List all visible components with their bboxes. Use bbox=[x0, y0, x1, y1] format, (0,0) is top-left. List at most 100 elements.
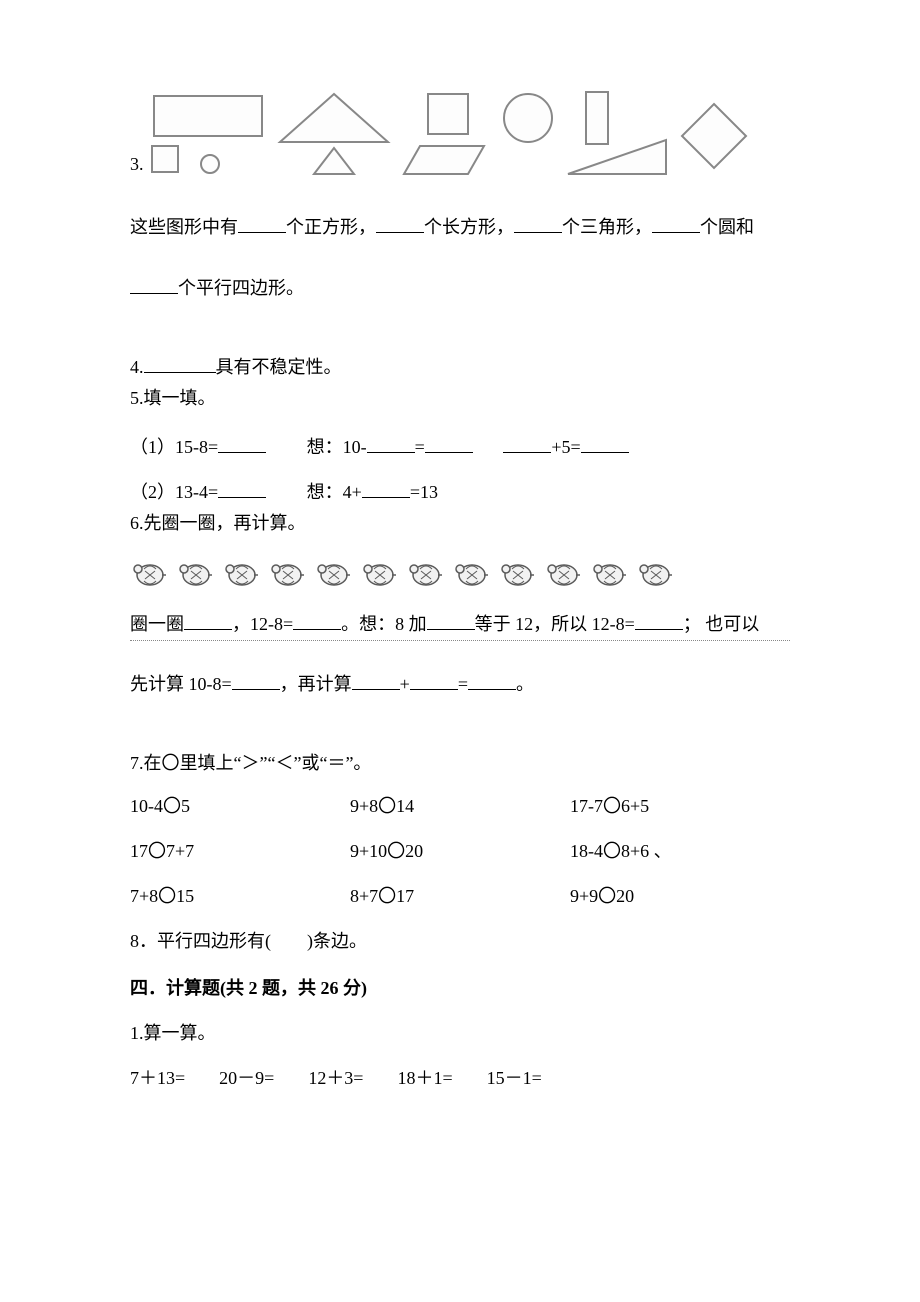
blank[interactable] bbox=[218, 480, 266, 498]
q6-line1: 圈一圈，12-8=。想：8 加等于 12，所以 12-8=； 也可以 bbox=[130, 611, 790, 638]
q7-cell: 17〇7+7 bbox=[130, 838, 350, 865]
shape-diamond bbox=[676, 90, 752, 176]
blank[interactable] bbox=[427, 612, 475, 630]
shape-group-2 bbox=[274, 90, 394, 176]
blank[interactable] bbox=[376, 215, 424, 233]
shape-group-4 bbox=[562, 90, 672, 176]
calc-item: 7＋13= bbox=[130, 1065, 185, 1092]
q5-title-line: 5.填一填。 bbox=[130, 385, 790, 412]
q3-text-3: 个长方形， bbox=[424, 217, 514, 237]
q6-title-line: 6.先圈一圈，再计算。 bbox=[130, 510, 790, 537]
blank[interactable] bbox=[238, 215, 286, 233]
turtle-icon bbox=[360, 555, 396, 589]
q6-l2-4: 。 bbox=[516, 674, 534, 694]
q5-r1-a: （1）15-8= bbox=[130, 437, 218, 457]
q6-l1-2: 。想：8 加 bbox=[341, 614, 427, 634]
blank[interactable] bbox=[293, 612, 341, 630]
q3-text-4: 个三角形， bbox=[562, 217, 652, 237]
q8-line: 8．平行四边形有( )条边。 bbox=[130, 928, 790, 955]
blank[interactable] bbox=[130, 276, 178, 294]
q7-cell: 18-4〇8+6 、 bbox=[570, 838, 790, 865]
q7-grid: 10-4〇5 9+8〇14 17-7〇6+5 17〇7+7 9+10〇20 18… bbox=[130, 793, 790, 910]
q7-cell: 9+8〇14 bbox=[350, 793, 570, 820]
blank[interactable] bbox=[514, 215, 562, 233]
q5-r2-eq: =13 bbox=[410, 482, 438, 502]
calc-item: 12＋3= bbox=[308, 1065, 363, 1092]
q6-l1-3: 等于 12，所以 12-8= bbox=[475, 614, 635, 634]
q5-row1: （1）15-8= 想：10- = +5= bbox=[130, 434, 790, 461]
q5-title: 填一填。 bbox=[144, 388, 216, 408]
q4-number: 4. bbox=[130, 357, 144, 377]
q4-line: 4. 具有不稳定性。 bbox=[130, 354, 790, 381]
q7-title-line: 7.在〇里填上“＞”“＜”或“＝”。 bbox=[130, 750, 790, 777]
q5-r2-a: （2）13-4= bbox=[130, 482, 218, 502]
q7-cell: 9+10〇20 bbox=[350, 838, 570, 865]
q3-shapes-row bbox=[150, 90, 752, 176]
q7-cell: 8+7〇17 bbox=[350, 883, 570, 910]
shape-group-1 bbox=[150, 90, 270, 176]
q7-title: 在〇里填上“＞”“＜”或“＝”。 bbox=[144, 753, 372, 773]
q3-text-2: 个正方形， bbox=[286, 217, 376, 237]
turtle-icon bbox=[544, 555, 580, 589]
shape-circle bbox=[498, 90, 558, 176]
blank[interactable] bbox=[352, 672, 400, 690]
turtle-icon bbox=[222, 555, 258, 589]
q3-text-1: 这些图形中有 bbox=[130, 217, 238, 237]
q6-l2-3: = bbox=[458, 674, 468, 694]
q6-l1-4: ； 也可以 bbox=[683, 614, 760, 634]
q5-row2: （2）13-4= 想：4+ =13 bbox=[130, 479, 790, 506]
turtle-icon bbox=[452, 555, 488, 589]
q5-r2-think: 想：4+ bbox=[307, 482, 362, 502]
turtle-icon bbox=[636, 555, 672, 589]
q7-cell: 9+9〇20 bbox=[570, 883, 790, 910]
turtle-icon bbox=[498, 555, 534, 589]
q6-turtle-row bbox=[130, 555, 790, 589]
q5-r1-think: 想：10- bbox=[307, 437, 367, 457]
calc-number: 1. bbox=[130, 1023, 144, 1043]
q6-l2-0: 先计算 10-8= bbox=[130, 674, 232, 694]
blank[interactable] bbox=[503, 435, 551, 453]
blank[interactable] bbox=[410, 672, 458, 690]
q6-l2-1: ，再计算 bbox=[280, 674, 352, 694]
q5-r1-eq: = bbox=[415, 437, 425, 457]
blank[interactable] bbox=[367, 435, 415, 453]
q3-sentence-line2: 个平行四边形。 bbox=[130, 275, 790, 302]
blank[interactable] bbox=[581, 435, 629, 453]
turtle-icon bbox=[130, 555, 166, 589]
blank[interactable] bbox=[218, 435, 266, 453]
dotted-divider bbox=[130, 640, 790, 641]
blank[interactable] bbox=[468, 672, 516, 690]
q6-number: 6. bbox=[130, 513, 144, 533]
q7-cell: 7+8〇15 bbox=[130, 883, 350, 910]
blank[interactable] bbox=[144, 355, 216, 373]
calc-row: 7＋13= 20－9= 12＋3= 18＋1= 15－1= bbox=[130, 1065, 790, 1092]
q7-number: 7. bbox=[130, 753, 144, 773]
calc-title: 算一算。 bbox=[144, 1023, 216, 1043]
q3-number: 3. bbox=[130, 151, 144, 178]
blank[interactable] bbox=[232, 672, 280, 690]
shape-group-3 bbox=[398, 90, 494, 176]
q3-sentence-line1: 这些图形中有 个正方形， 个长方形， 个三角形， 个圆和 bbox=[130, 214, 790, 241]
turtle-icon bbox=[406, 555, 442, 589]
turtle-icon bbox=[314, 555, 350, 589]
blank[interactable] bbox=[184, 612, 232, 630]
turtle-icon bbox=[590, 555, 626, 589]
q6-title: 先圈一圈，再计算。 bbox=[144, 513, 306, 533]
q3-line2-suffix: 个平行四边形。 bbox=[178, 278, 304, 298]
calc-item: 20－9= bbox=[219, 1065, 274, 1092]
q7-cell: 17-7〇6+5 bbox=[570, 793, 790, 820]
blank[interactable] bbox=[425, 435, 473, 453]
q4-suffix: 具有不稳定性。 bbox=[216, 357, 342, 377]
blank[interactable] bbox=[652, 215, 700, 233]
calc-title-line: 1.算一算。 bbox=[130, 1020, 790, 1047]
q3-text-5: 个圆和 bbox=[700, 217, 754, 237]
turtle-icon bbox=[176, 555, 212, 589]
q8-text: 8．平行四边形有( )条边。 bbox=[130, 931, 367, 951]
q5-r1-plus: +5= bbox=[551, 437, 580, 457]
q6-l1-0: 圈一圈 bbox=[130, 614, 184, 634]
blank[interactable] bbox=[635, 612, 683, 630]
blank[interactable] bbox=[362, 480, 410, 498]
q6-l2-2: + bbox=[400, 674, 410, 694]
q6-line2: 先计算 10-8= ，再计算 + = 。 bbox=[130, 671, 790, 698]
calc-item: 15－1= bbox=[487, 1065, 542, 1092]
